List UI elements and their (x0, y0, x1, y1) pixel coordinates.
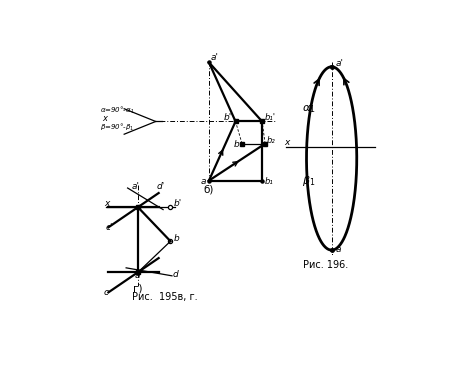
Text: $\alpha_1$: $\alpha_1$ (302, 103, 316, 115)
Text: a: a (335, 245, 341, 253)
Text: b₂: b₂ (267, 136, 276, 145)
Text: b: b (173, 233, 179, 243)
Text: г): г) (133, 283, 143, 293)
Text: б): б) (204, 184, 214, 194)
Text: d': d' (156, 182, 164, 192)
Text: Рис.  195в, г.: Рис. 195в, г. (132, 292, 197, 302)
Text: b: b (234, 141, 240, 149)
Text: $\beta_1$: $\beta_1$ (302, 174, 315, 187)
Text: a': a' (132, 182, 140, 192)
Text: b': b' (173, 199, 182, 208)
Text: c': c' (105, 223, 113, 232)
Text: c: c (104, 288, 109, 297)
Text: b': b' (224, 113, 232, 122)
Text: $\beta$=90°-$\beta_1$: $\beta$=90°-$\beta_1$ (100, 121, 134, 132)
Text: a': a' (335, 59, 343, 68)
Text: x: x (284, 138, 290, 147)
Text: b₁': b₁' (264, 113, 275, 122)
Text: a: a (201, 177, 207, 186)
Text: d: d (173, 270, 179, 279)
Text: a': a' (210, 53, 219, 62)
Text: x: x (105, 199, 110, 208)
Text: a: a (134, 271, 140, 280)
Text: Рис. 196.: Рис. 196. (303, 260, 348, 270)
Text: $\alpha$=90°-$\alpha_1$: $\alpha$=90°-$\alpha_1$ (100, 104, 134, 116)
Text: x: x (102, 114, 108, 122)
Text: b₁: b₁ (264, 177, 273, 185)
